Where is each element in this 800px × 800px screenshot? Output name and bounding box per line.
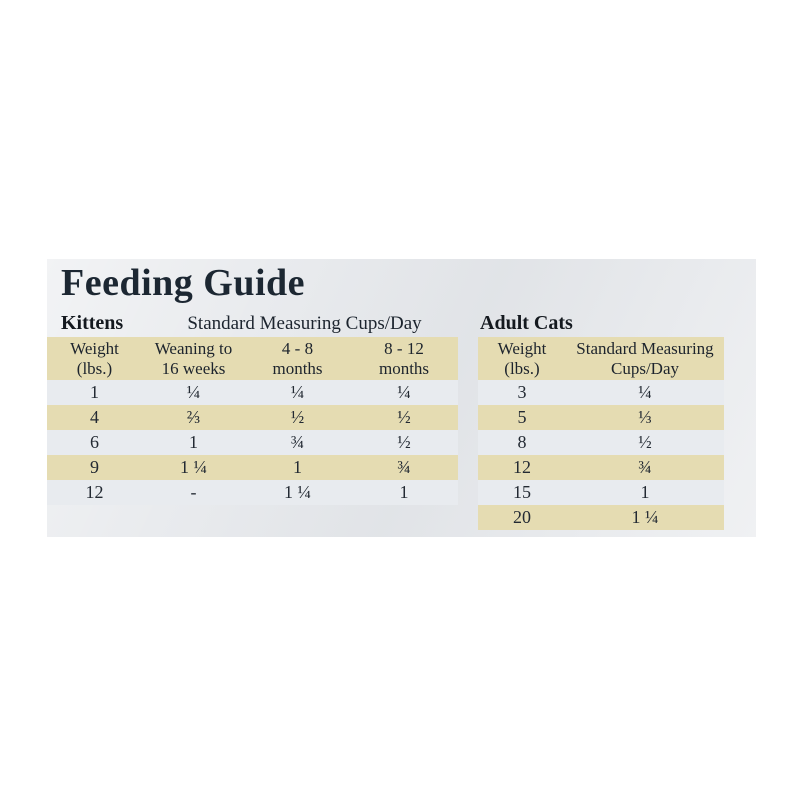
table-cell: 1 xyxy=(90,382,99,402)
table-cell: 1 xyxy=(640,482,650,502)
table-cell: 9 xyxy=(90,457,99,477)
table-row: 4 ⅔ ½ ½ xyxy=(47,405,458,430)
table-cell: ½ xyxy=(397,432,411,452)
kittens-section-label: Kittens xyxy=(61,312,124,334)
table-row: 12 - 1 ¼ 1 xyxy=(47,480,458,505)
table-cell: ⅓ xyxy=(638,407,652,427)
table-row: 5 ⅓ xyxy=(478,405,724,430)
header-cell-8-12-months: 8 - 12 months xyxy=(378,339,430,378)
table-cell: 4 xyxy=(90,407,99,427)
header-cell-weight: Weight (lbs.) xyxy=(70,339,119,378)
table-cell: 12 xyxy=(513,457,531,477)
table-cell: ½ xyxy=(290,407,305,427)
adult-cats-table: Weight (lbs.) Standard Measuring Cups/Da… xyxy=(478,337,724,530)
table-cell: ⅔ xyxy=(186,407,201,427)
table-cell: 6 xyxy=(90,432,99,452)
header-cell-weaning: Weaning to 16 weeks xyxy=(154,339,233,378)
table-cell: ¼ xyxy=(290,382,305,402)
table-row: 20 1 ¼ xyxy=(478,505,724,530)
table-row: 3 ¼ xyxy=(478,380,724,405)
table-cell: 15 xyxy=(513,482,531,502)
table-cell: ½ xyxy=(638,432,652,452)
table-cell: 1 ¼ xyxy=(631,507,659,527)
table-cell: ¼ xyxy=(186,382,201,402)
feeding-guide-panel: Feeding Guide Kittens Standard Measuring… xyxy=(47,259,756,537)
table-cell: 8 xyxy=(517,432,527,452)
table-row: 1 ¼ ¼ ¼ xyxy=(47,380,458,405)
kittens-table: Weight (lbs.) Weaning to 16 weeks 4 - 8 … xyxy=(47,337,458,505)
table-cell: 1 xyxy=(399,482,409,502)
table-cell: ¼ xyxy=(397,382,411,402)
table-row: 8 ½ xyxy=(478,430,724,455)
table-cell: ¾ xyxy=(397,457,411,477)
header-cell-cups-per-day: Standard Measuring Cups/Day xyxy=(576,339,714,378)
table-cell: ¼ xyxy=(638,382,652,402)
table-row: 6 1 ¾ ½ xyxy=(47,430,458,455)
table-row: 15 1 xyxy=(478,480,724,505)
table-cell: 12 xyxy=(85,482,104,502)
table-cell: 3 xyxy=(517,382,527,402)
cups-per-day-subtitle: Standard Measuring Cups/Day xyxy=(187,313,422,334)
header-cell-4-8-months: 4 - 8 months xyxy=(272,339,323,378)
table-row: 12 ¾ xyxy=(478,455,724,480)
table-cell: 1 ¼ xyxy=(180,457,207,477)
table-row: 9 1 ¼ 1 ¾ xyxy=(47,455,458,480)
table-cell: 20 xyxy=(513,507,531,527)
table-cell: ¾ xyxy=(290,432,305,452)
table-cell: 1 xyxy=(293,457,302,477)
table-cell: ½ xyxy=(397,407,411,427)
table-cell: 5 xyxy=(517,407,527,427)
header-cell-weight: Weight (lbs.) xyxy=(497,339,547,378)
page-title: Feeding Guide xyxy=(61,262,306,304)
adult-cats-header-row: Weight (lbs.) Standard Measuring Cups/Da… xyxy=(478,337,724,380)
table-cell: 1 xyxy=(189,432,198,452)
kittens-header-row: Weight (lbs.) Weaning to 16 weeks 4 - 8 … xyxy=(47,337,458,380)
table-cell: ¾ xyxy=(638,457,652,477)
adult-cats-section-label: Adult Cats xyxy=(480,312,573,334)
table-cell: - xyxy=(190,482,197,502)
table-cell: 1 ¼ xyxy=(284,482,311,502)
